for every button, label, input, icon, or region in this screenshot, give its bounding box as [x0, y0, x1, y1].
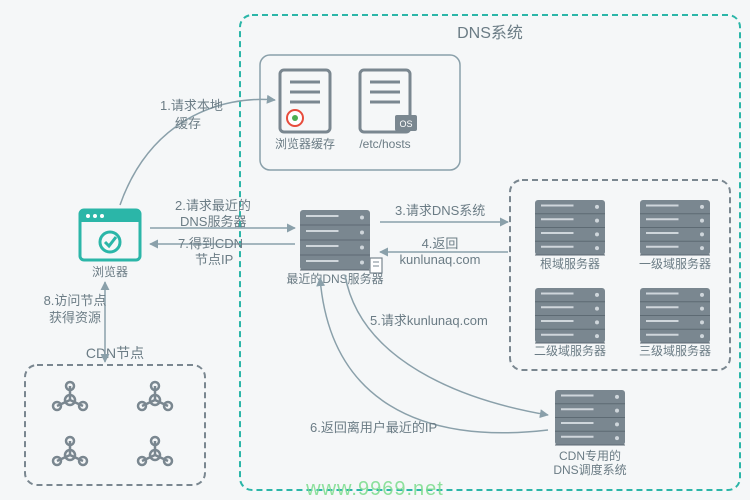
l1-server-label: 一级域服务器: [639, 256, 711, 271]
l3-server-label: 三级域服务器: [639, 343, 711, 358]
root-server-icon: [535, 200, 605, 255]
browser-cache-icon: [280, 70, 330, 132]
edge-7-label-1: 7.得到CDN: [178, 236, 243, 251]
l2-server-icon: [535, 288, 605, 343]
local-dns-label: 最近的DNS服务器: [286, 271, 383, 286]
l1-server-icon: [640, 200, 710, 255]
l2-server-label: 二级域服务器: [534, 343, 606, 358]
dns-system-label: DNS系统: [457, 24, 523, 42]
edge-8-label-2: 获得资源: [49, 310, 101, 325]
edge-8-label-1: 8.访问节点: [44, 293, 107, 308]
cdn-dns-label2: DNS调度系统: [553, 462, 626, 477]
edge-2-label-1: 2.请求最近的: [175, 198, 251, 213]
cdn-cluster-icons: [53, 382, 172, 465]
edge-1-label-1: 1.请求本地: [160, 98, 223, 113]
edge-3-label: 3.请求DNS系统: [395, 203, 485, 218]
diagram-canvas: DNS系统 CDN节点 浏览器 浏览器缓存 OS /etc/hosts 最近的D…: [0, 0, 750, 500]
cdn-nodes-group: [25, 365, 205, 485]
cdn-dns-label1: CDN专用的: [559, 448, 621, 463]
doc-icon: [370, 258, 382, 273]
edge-7-label-2: 节点IP: [195, 252, 233, 267]
root-server-label: 根域服务器: [540, 256, 600, 271]
edge-6: [320, 278, 548, 433]
edge-5-label: 5.请求kunlunaq.com: [370, 313, 488, 328]
edge-4-label-2: kunlunaq.com: [400, 252, 481, 267]
etc-hosts-icon: OS: [360, 70, 417, 132]
cdn-dns-server-icon: [555, 390, 625, 445]
edge-6-label: 6.返回离用户最近的IP: [310, 420, 437, 435]
edge-1-label-2: 缓存: [175, 116, 201, 131]
browser-label: 浏览器: [92, 264, 128, 279]
edge-4-label-1: 4.返回: [422, 236, 459, 251]
browser-cache-label: 浏览器缓存: [275, 136, 335, 151]
watermark: www.9969.net: [305, 478, 444, 500]
browser-node: [80, 210, 140, 260]
svg-text:OS: OS: [399, 119, 412, 129]
etc-hosts-label: /etc/hosts: [359, 137, 410, 151]
cdn-nodes-label: CDN节点: [86, 345, 144, 361]
l3-server-icon: [640, 288, 710, 343]
edge-5: [345, 275, 548, 415]
local-dns-server-icon: [300, 210, 370, 270]
edge-2-label-2: DNS服务器: [180, 214, 246, 229]
